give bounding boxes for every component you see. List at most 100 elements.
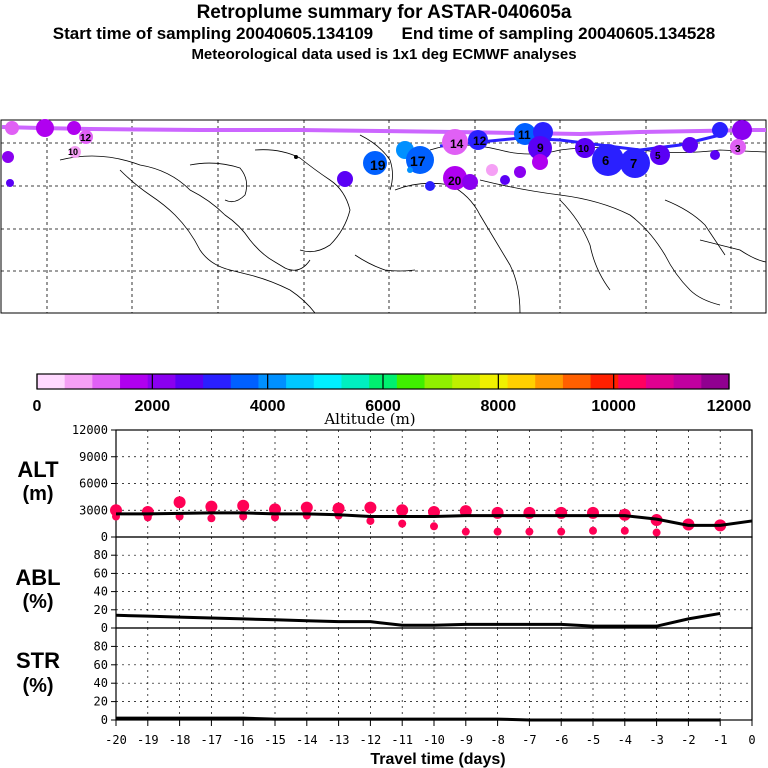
colorbar-swatch — [507, 374, 536, 389]
y-tick-label: 0 — [101, 530, 108, 544]
scatter-point — [271, 513, 279, 522]
colorbar-swatch — [673, 374, 702, 389]
y-tick-label: 0 — [101, 621, 108, 635]
map-panel: 19 17 20 14 12 11 9 10 6 7 5 3 12 10 — [0, 119, 767, 314]
x-tick-label: -14 — [296, 733, 318, 747]
x-tick-label: -5 — [586, 733, 600, 747]
x-tick-label: -1 — [713, 733, 727, 747]
scatter-point — [493, 527, 502, 536]
colorbar-swatch — [313, 374, 342, 389]
y-tick-label: 3000 — [79, 503, 108, 517]
colorbar-swatch — [120, 374, 149, 389]
colorbar-swatch — [645, 374, 675, 389]
plume-label: 14 — [450, 137, 464, 151]
colorbar-swatch — [701, 374, 730, 389]
plume-label: 10 — [68, 147, 78, 157]
colorbar-tick-label: 6000 — [365, 398, 401, 415]
x-tick-label: -7 — [522, 733, 536, 747]
x-tick-label: -3 — [649, 733, 663, 747]
plume-label: 12 — [80, 133, 92, 144]
x-tick-label: -13 — [328, 733, 350, 747]
x-tick-label: 0 — [748, 733, 755, 747]
scatter-point — [366, 516, 375, 525]
colorbar-swatch — [452, 374, 481, 389]
y-tick-label: 12000 — [72, 423, 108, 437]
colorbar-swatch — [618, 374, 647, 389]
trajectory-line — [1, 125, 766, 137]
x-axis: -20 -19 -18 -17 -16 -15 -14 -13 -12 -11 -10 -9 -8 -7-… — [105, 720, 756, 747]
str-unit-label: (%) — [22, 675, 53, 697]
colorbar-tick-label: 10000 — [591, 398, 636, 415]
scatter-point — [173, 496, 186, 509]
plume-markers — [2, 119, 752, 191]
scatter-point — [557, 527, 566, 536]
plume-label: 19 — [370, 157, 386, 173]
colorbar-swatch — [230, 374, 259, 389]
abl-label: ABL — [15, 565, 60, 590]
str-panel: 80 60 40 20 0 — [94, 627, 753, 727]
colorbar-swatch — [286, 374, 315, 389]
alt-unit-label: (m) — [22, 483, 53, 505]
scatter-point — [461, 527, 470, 536]
colorbar-swatch — [92, 374, 121, 389]
scatter-point — [237, 499, 250, 512]
scatter-point — [555, 506, 568, 519]
plume-label: 11 — [518, 128, 531, 142]
scatter-point — [525, 527, 534, 536]
colorbar-xlabel: Altitude (m) — [323, 410, 415, 428]
colorbar-swatch — [590, 374, 619, 389]
plume-label: 10 — [578, 144, 590, 155]
alt-panel: 12000 9000 6000 3000 0 — [72, 423, 753, 544]
end-time-text: End time of sampling 20040605.134528 — [401, 24, 716, 43]
plume-labels: 19 17 20 14 12 11 9 10 6 7 5 3 12 10 — [68, 128, 741, 188]
y-tick-label: 80 — [94, 548, 108, 562]
scatter-point — [332, 502, 345, 515]
x-tick-label: -18 — [169, 733, 191, 747]
met-data-line: Meteorological data used is 1x1 deg ECMW… — [191, 46, 577, 63]
scatter-point — [652, 528, 661, 537]
scatter-point — [398, 519, 407, 528]
colorbar-swatch — [396, 374, 426, 389]
colorbar-tick-label: 4000 — [250, 398, 286, 415]
x-tick-label: -4 — [618, 733, 632, 747]
y-tick-label: 20 — [94, 603, 108, 617]
x-tick-label: -8 — [490, 733, 504, 747]
colorbar-swatch — [147, 374, 176, 389]
plume-label: 6 — [602, 153, 609, 168]
series-line — [116, 716, 721, 722]
x-axis-label: Travel time (days) — [370, 751, 505, 768]
y-tick-label: 9000 — [79, 450, 108, 464]
y-tick-label: 6000 — [79, 477, 108, 491]
map-gridlines — [1, 120, 766, 313]
colorbar-swatch — [203, 374, 232, 389]
start-time-text: Start time of sampling 20040605.134109 — [52, 24, 374, 43]
colorbar-swatch — [562, 374, 592, 389]
series-line — [116, 511, 753, 527]
scatter-point — [239, 512, 248, 521]
plume-label: 7 — [630, 156, 637, 171]
x-tick-label: -2 — [681, 733, 695, 747]
colorbar-swatch — [341, 374, 370, 389]
y-tick-label: 60 — [94, 658, 108, 672]
x-tick-label: -20 — [105, 733, 127, 747]
plume-label: 5 — [655, 151, 661, 162]
scatter-point — [207, 514, 216, 523]
colorbar: 0 2000 4000 6000 8000 10000 12000 — [33, 373, 752, 415]
colorbar-tick-label: 12000 — [707, 398, 752, 415]
colorbar-swatch — [64, 374, 93, 389]
y-tick-label: 60 — [94, 566, 108, 580]
scatter-point — [364, 501, 377, 514]
y-tick-label: 20 — [94, 695, 108, 709]
map-frame — [0, 119, 767, 314]
plume-label: 17 — [410, 153, 426, 169]
series-line — [115, 611, 721, 628]
scatter-point — [205, 500, 218, 513]
colorbar-swatch — [258, 374, 287, 389]
x-tick-label: -19 — [137, 733, 159, 747]
x-tick-label: -9 — [459, 733, 473, 747]
plume-label: 20 — [448, 174, 462, 188]
colorbar-swatch — [175, 374, 204, 389]
colorbar-swatch — [535, 374, 564, 389]
plume-label: 3 — [735, 144, 741, 155]
